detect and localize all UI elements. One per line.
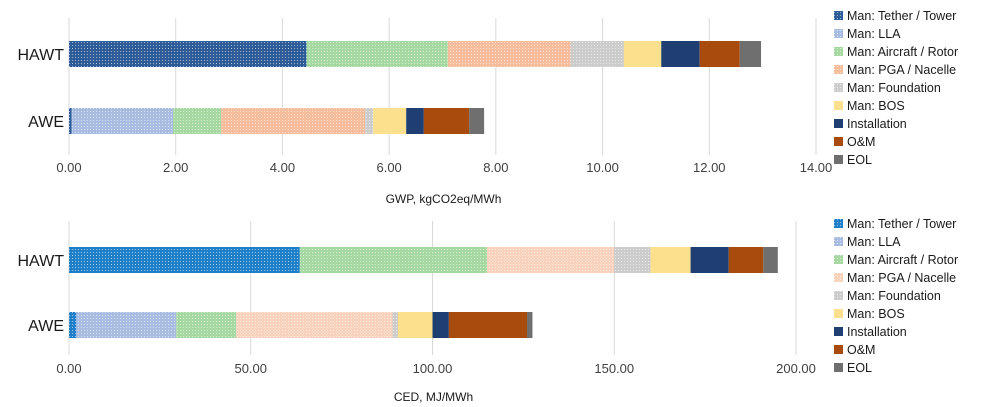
bar-segment-awe-man-aircraft-rotor [173,108,222,134]
legend-swatch-man-tether-tower [834,11,843,20]
legend-label-man-bos: Man: BOS [847,99,905,113]
legend-label-installation: Installation [847,117,907,131]
x-tick-label: 8.00 [483,160,508,175]
legend-swatch-man-lla [834,237,843,246]
bar-segment-awe-man-bos [397,312,433,338]
legend-label-man-foundation: Man: Foundation [847,289,941,303]
legend-label-man-lla: Man: LLA [847,27,901,41]
legend-label-man-pga-nacelle: Man: PGA / Nacelle [847,63,956,77]
bar-segment-awe-o-m [448,312,528,338]
x-axis-title: GWP, kgCO2eq/MWh [386,192,502,206]
legend-swatch-man-lla [834,29,843,38]
x-tick-label: 0.00 [56,361,81,376]
legend-swatch-o-m [834,137,843,146]
bar-segment-hawt-man-pga-nacelle [487,247,615,273]
bar-segment-awe-o-m [423,108,470,134]
bar-segment-awe-man-tether-tower [69,312,77,338]
bar-segment-hawt-man-aircraft-rotor [306,41,448,67]
legend-label-eol: EOL [847,361,872,375]
legend-swatch-man-bos [834,101,843,110]
x-tick-label: 200.00 [776,361,816,376]
x-tick-label: 0.00 [56,160,81,175]
x-tick-label: 4.00 [270,160,295,175]
chart-1: 0.00 2.00 4.00 6.00 8.00 10.00 12.00 14.00 GWP, … [17,9,958,206]
bar-segment-awe-man-pga-nacelle [236,312,393,338]
legend-swatch-man-aircraft-rotor [834,255,843,264]
legend-swatch-man-foundation [834,83,843,92]
bar-segment-awe-man-aircraft-rotor [176,312,237,338]
legend-label-o-m: O&M [847,135,875,149]
x-tick-label: 10.00 [586,160,619,175]
legend-swatch-installation [834,327,843,336]
legend-swatch-installation [834,119,843,128]
legend-label-man-tether-tower: Man: Tether / Tower [847,9,956,23]
bar-segment-awe-eol [469,108,485,134]
bar-segment-awe-man-foundation [365,108,374,134]
legend-swatch-man-pga-nacelle [834,65,843,74]
x-axis-title: CED, MJ/MWh [394,390,473,404]
legend-swatch-eol [834,155,843,164]
bar-segment-awe-installation [432,312,449,338]
legend-swatch-man-aircraft-rotor [834,47,843,56]
x-tick-label: 14.00 [800,160,833,175]
bar-segment-hawt-man-foundation [614,247,651,273]
bar-segment-hawt-man-pga-nacelle [447,41,571,67]
bar-segment-awe-man-lla [76,312,177,338]
x-tick-label: 50.00 [234,361,267,376]
legend-label-man-pga-nacelle: Man: PGA / Nacelle [847,271,956,285]
bar-segment-hawt-installation [690,247,729,273]
chart-2: 0.00 50.00 100.00 150.00 200.00 CED, MJ/MWh HA… [17,217,958,404]
bar-segment-hawt-man-bos [650,247,691,273]
bar-segment-awe-man-lla [71,108,174,134]
category-label-hawt: HAWT [17,47,64,64]
bar-segment-hawt-man-tether-tower [69,41,307,67]
bar-segment-hawt-man-aircraft-rotor [299,247,488,273]
bar-segment-awe-man-foundation [392,312,398,338]
legend-label-man-lla: Man: LLA [847,235,901,249]
legend-swatch-o-m [834,345,843,354]
legend-label-man-aircraft-rotor: Man: Aircraft / Rotor [847,253,958,267]
legend-label-eol: EOL [847,153,872,167]
bar-segment-hawt-o-m [699,41,740,67]
bar-segment-awe-man-bos [373,108,407,134]
x-tick-label: 2.00 [163,160,188,175]
bar-segment-awe-man-tether-tower [69,108,72,134]
bar-segment-awe-installation [406,108,424,134]
legend-label-man-bos: Man: BOS [847,307,905,321]
bar-segment-hawt-man-bos [623,41,662,67]
bar-segment-hawt-man-foundation [570,41,624,67]
legend-label-installation: Installation [847,325,907,339]
x-tick-label: 100.00 [413,361,453,376]
bar-segment-hawt-o-m [728,247,764,273]
legend-swatch-man-tether-tower [834,219,843,228]
legend-swatch-man-pga-nacelle [834,273,843,282]
legend-swatch-eol [834,363,843,372]
legend-label-man-foundation: Man: Foundation [847,81,941,95]
bar-segment-awe-man-pga-nacelle [221,108,366,134]
category-label-awe: AWE [28,318,64,335]
x-tick-label: 150.00 [594,361,634,376]
category-label-hawt: HAWT [17,253,64,270]
bar-segment-hawt-man-tether-tower [69,247,300,273]
legend-swatch-man-foundation [834,291,843,300]
bar-segment-awe-eol [527,312,533,338]
legend-label-o-m: O&M [847,343,875,357]
bar-segment-hawt-eol [739,41,762,67]
legend-label-man-tether-tower: Man: Tether / Tower [847,217,956,231]
legend-swatch-man-bos [834,309,843,318]
legend-label-man-aircraft-rotor: Man: Aircraft / Rotor [847,45,958,59]
bar-segment-hawt-installation [661,41,700,67]
x-tick-label: 6.00 [376,160,401,175]
x-tick-label: 12.00 [693,160,726,175]
bar-segment-hawt-eol [763,247,778,273]
category-label-awe: AWE [28,114,64,131]
